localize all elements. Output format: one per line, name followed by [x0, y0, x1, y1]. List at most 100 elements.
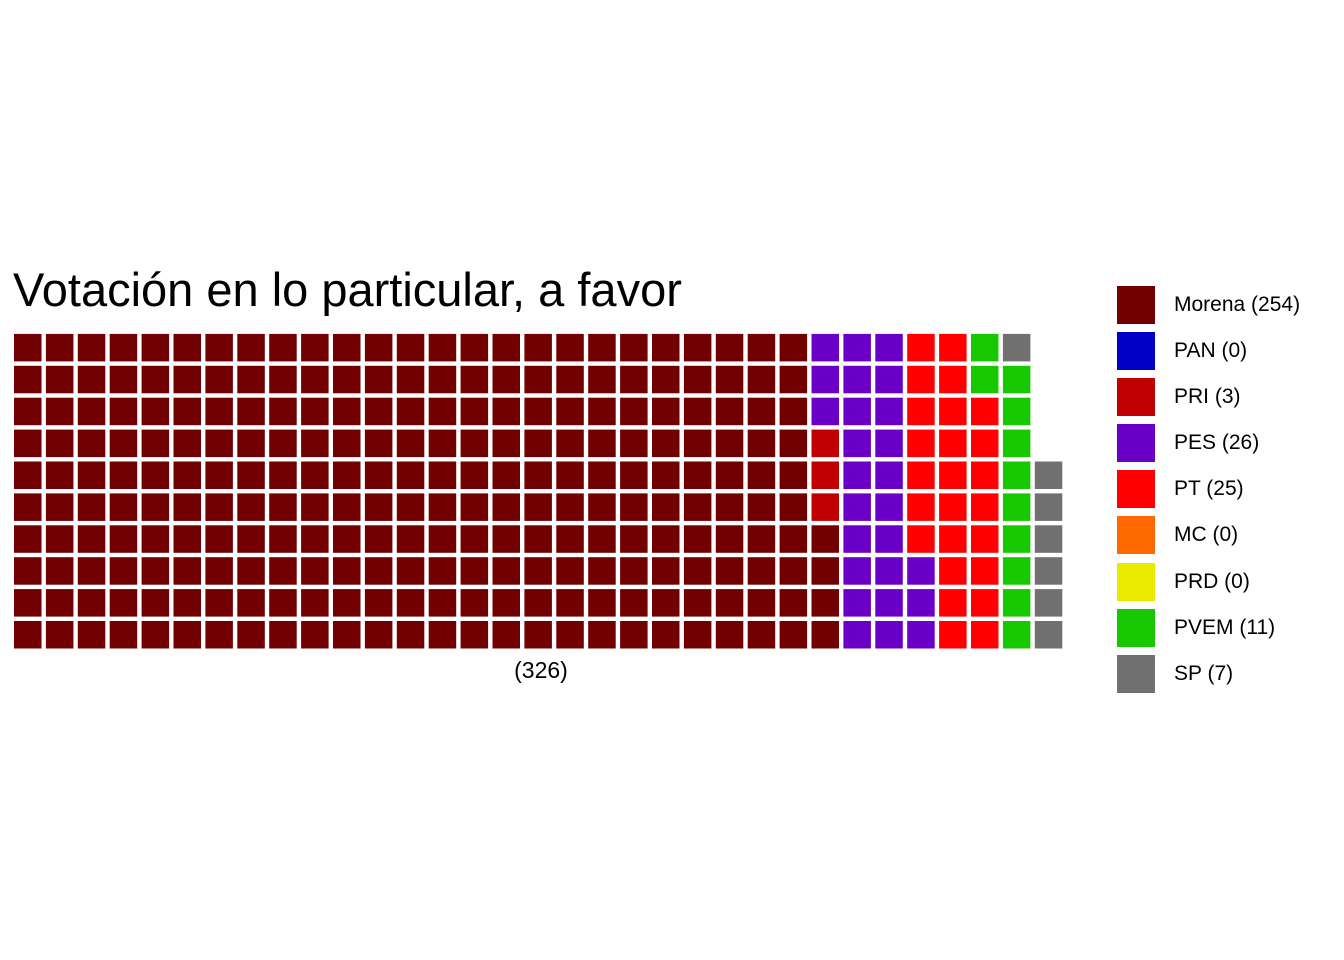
waffle-cell-pt [939, 621, 967, 649]
waffle-cell-morena [205, 557, 233, 585]
waffle-cell-morena [269, 397, 297, 426]
waffle-cell-morena [396, 429, 425, 458]
waffle-cell-morena [364, 365, 393, 394]
waffle-cell-morena [620, 397, 648, 426]
waffle-cell-morena [141, 397, 170, 426]
waffle-cell-morena [333, 397, 361, 426]
waffle-cell-morena [77, 525, 106, 553]
waffle-cell-pt [939, 365, 967, 394]
waffle-cell-pes [843, 557, 871, 585]
waffle-cell-morena [428, 525, 457, 553]
waffle-cell-morena [588, 589, 616, 617]
waffle-cell-morena [173, 397, 201, 426]
waffle-cell-morena [620, 333, 648, 362]
waffle-cell-morena [14, 493, 42, 521]
waffle-cell-pt [939, 461, 967, 489]
waffle-cell-morena [556, 621, 584, 649]
legend-label: MC (0) [1174, 523, 1239, 547]
waffle-cell-morena [45, 365, 74, 394]
waffle-cell-morena [715, 397, 744, 426]
waffle-cell-pvem [1002, 461, 1031, 489]
waffle-cell-morena [109, 365, 138, 394]
waffle-cell-morena [683, 621, 712, 649]
waffle-cell-morena [811, 525, 839, 553]
waffle-cell-morena [109, 333, 138, 362]
waffle-cell-morena [556, 493, 584, 521]
legend-swatch [1117, 378, 1155, 417]
waffle-cell-morena [492, 557, 520, 585]
waffle-cell-morena [45, 333, 74, 362]
waffle-cell-morena [141, 429, 170, 458]
waffle-cell-morena [77, 397, 106, 426]
waffle-cell-pvem [1002, 525, 1031, 553]
waffle-cell-pt [907, 525, 935, 553]
waffle-cell-morena [460, 621, 489, 649]
waffle-cell-morena [396, 525, 425, 553]
waffle-cell-morena [588, 525, 616, 553]
waffle-cell-morena [301, 461, 329, 489]
waffle-cell-morena [715, 493, 744, 521]
waffle-cell-pt [971, 397, 999, 426]
waffle-cell-morena [492, 365, 520, 394]
waffle-cell-morena [492, 333, 520, 362]
waffle-cell-morena [237, 365, 265, 394]
x-axis-label: (326) [514, 657, 568, 683]
waffle-cell-morena [460, 429, 489, 458]
waffle-cell-morena [652, 429, 680, 458]
waffle-cell-morena [524, 525, 552, 553]
waffle-cell-morena [205, 365, 233, 394]
waffle-cell-morena [237, 557, 265, 585]
waffle-cell-morena [556, 525, 584, 553]
waffle-cell-sp [1034, 557, 1063, 585]
waffle-cell-morena [301, 557, 329, 585]
waffle-cell-morena [205, 461, 233, 489]
legend-swatch [1117, 516, 1155, 555]
waffle-cell-pt [907, 493, 935, 521]
waffle-cell-pt [939, 429, 967, 458]
legend-label: PES (26) [1174, 431, 1260, 455]
waffle-cell-morena [428, 397, 457, 426]
waffle-cell-morena [237, 397, 265, 426]
waffle-cell-morena [747, 621, 776, 649]
waffle-cell-morena [205, 429, 233, 458]
waffle-cell-morena [333, 589, 361, 617]
waffle-cell-morena [45, 429, 74, 458]
waffle-cell-morena [492, 397, 520, 426]
waffle-cell-morena [524, 333, 552, 362]
legend-label: SP (7) [1174, 661, 1234, 685]
waffle-cell-morena [747, 557, 776, 585]
waffle-cell-morena [715, 557, 744, 585]
waffle-cell-morena [269, 621, 297, 649]
waffle-cell-morena [683, 365, 712, 394]
waffle-cell-pvem [1002, 589, 1031, 617]
waffle-cell-morena [45, 621, 74, 649]
waffle-cell-morena [396, 397, 425, 426]
waffle-cell-morena [237, 621, 265, 649]
waffle-cell-morena [588, 493, 616, 521]
waffle-cell-morena [301, 621, 329, 649]
waffle-cell-pvem [1002, 397, 1031, 426]
waffle-cell-pvem [971, 365, 999, 394]
waffle-cell-morena [715, 621, 744, 649]
waffle-cell-morena [173, 525, 201, 553]
waffle-cell-morena [269, 461, 297, 489]
waffle-cell-morena [428, 461, 457, 489]
waffle-cell-morena [460, 461, 489, 489]
waffle-cell-morena [173, 589, 201, 617]
waffle-cell-morena [141, 461, 170, 489]
waffle-cell-morena [301, 493, 329, 521]
waffle-cell-morena [652, 493, 680, 521]
legend-swatch [1117, 332, 1155, 371]
waffle-cell-morena [747, 333, 776, 362]
waffle-cell-morena [141, 621, 170, 649]
waffle-cell-morena [364, 525, 393, 553]
waffle-cell-morena [237, 589, 265, 617]
waffle-cell-morena [205, 493, 233, 521]
waffle-cell-morena [301, 333, 329, 362]
legend-swatch [1117, 562, 1155, 601]
waffle-cell-morena [652, 557, 680, 585]
waffle-cell-morena [683, 525, 712, 553]
waffle-cell-morena [237, 429, 265, 458]
waffle-cell-pes [875, 461, 903, 489]
waffle-cell-morena [683, 333, 712, 362]
